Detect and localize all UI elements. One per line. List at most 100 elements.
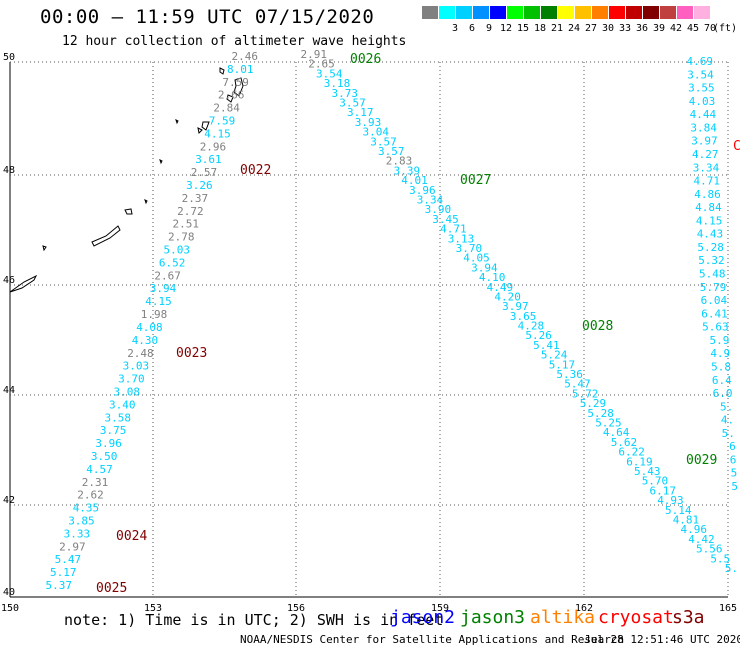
wave-height-label: 5 <box>731 467 738 480</box>
satellite-legend-item: cryosat <box>598 607 674 628</box>
wave-height-label: 4.71 <box>440 223 467 236</box>
wave-height-label: 4.15 <box>204 127 231 140</box>
wave-height-label: 3.50 <box>91 450 118 463</box>
color-scale-label: 45 <box>686 23 700 34</box>
island-outline <box>226 94 234 103</box>
wave-height-label: 3.96 <box>409 184 436 197</box>
color-swatch <box>558 6 574 19</box>
color-swatch <box>422 6 438 19</box>
color-swatch <box>473 6 489 19</box>
wave-height-label: 3.57 <box>339 97 366 110</box>
wave-height-label: 2.65 <box>308 58 335 71</box>
wave-height-label: 4.86 <box>694 188 721 201</box>
wave-height-label: 4.10 <box>479 271 506 284</box>
longitude-label: 150 <box>1 603 19 614</box>
wave-height-label: 5.26 <box>525 329 552 342</box>
pass-id-label: 0022 <box>240 163 271 178</box>
coastline <box>9 67 244 293</box>
wave-height-label: 4.84 <box>695 201 722 214</box>
wave-height-label: 4.64 <box>603 426 630 439</box>
wave-height-label: 5.8 <box>711 361 731 374</box>
wave-height-label: 4.96 <box>681 523 708 536</box>
wave-height-label: 2.78 <box>168 231 195 244</box>
wave-height-label: 5.79 <box>700 281 727 294</box>
wave-height-label: 3.97 <box>691 135 718 148</box>
axis-labels: 150 153 156 159 162 165 50 48 46 44 42 40 <box>1 52 737 614</box>
wave-height-label: 3.45 <box>432 213 459 226</box>
wave-height-label: 6.04 <box>701 294 728 307</box>
longitude-label: 153 <box>144 603 162 614</box>
wave-height-label: 5. <box>722 427 735 440</box>
wave-height-label: 3.34 <box>693 161 720 174</box>
wave-height-label: 3.17 <box>347 106 374 119</box>
wave-height-label: 7.59 <box>222 76 249 89</box>
wave-height-label: 3.57 <box>378 145 405 158</box>
wave-height-label: 3.75 <box>100 424 127 437</box>
wave-height-label: 6.4 <box>712 374 732 387</box>
island-outline <box>175 119 179 125</box>
wave-height-label: 3.04 <box>363 126 390 139</box>
wave-height-label: 3.13 <box>448 232 475 245</box>
wave-height-label: 4.08 <box>136 321 163 334</box>
wave-height-label: 3.55 <box>688 82 715 95</box>
color-scale-label: 33 <box>618 23 632 34</box>
graticule-grid <box>9 61 729 598</box>
wave-height-label: 3.93 <box>355 116 382 129</box>
generation-timestamp: Jul 28 12:51:46 UTC 2020 <box>584 633 740 646</box>
wave-height-label: 4.35 <box>73 502 100 515</box>
wave-height-label: 5.48 <box>699 268 726 281</box>
pass-id-label: 0024 <box>116 529 147 544</box>
wave-height-label: 3.70 <box>118 373 145 386</box>
wave-height-label: 5.5 <box>710 552 730 565</box>
pass-id-label: 0023 <box>176 346 207 361</box>
wave-height-label: 5.41 <box>533 339 560 352</box>
wave-height-label: 3.26 <box>186 179 213 192</box>
wave-height-label: 6 <box>730 453 737 466</box>
wave-height-label: 4.01 <box>401 174 428 187</box>
wave-height-label: 5. <box>725 562 738 575</box>
wave-height-label: 5.70 <box>642 475 669 488</box>
wave-height-label: 3.39 <box>394 164 421 177</box>
wave-height-label: 6.17 <box>650 484 677 497</box>
wave-height-label: 4.05 <box>463 252 490 265</box>
color-scale-label: 27 <box>584 23 598 34</box>
wave-height-label: 4.30 <box>132 334 159 347</box>
pass-id-label: 0026 <box>350 52 381 67</box>
color-swatch <box>439 6 455 19</box>
wave-height-label: 3.40 <box>109 398 136 411</box>
wave-height-label: 2.31 <box>82 476 109 489</box>
wave-height-label: 5.14 <box>665 504 692 517</box>
wave-height-label: 4.93 <box>657 494 684 507</box>
color-swatch <box>626 6 642 19</box>
color-scale-label: 36 <box>635 23 649 34</box>
color-swatch <box>660 6 676 19</box>
wave-height-label: 6.52 <box>159 256 186 269</box>
wave-height-label: 5.43 <box>634 465 661 478</box>
wave-height-label: 2.67 <box>154 269 181 282</box>
color-scale-label: 9 <box>485 23 493 34</box>
wave-height-label: 4.27 <box>692 148 719 161</box>
wave-height-label: 4.9 <box>710 347 730 360</box>
island-outline <box>219 67 225 75</box>
wave-height-label: 7.59 <box>209 115 236 128</box>
wave-height-label: 3.65 <box>510 310 537 323</box>
wave-height-label: 3.18 <box>324 77 351 90</box>
color-swatch <box>490 6 506 19</box>
wave-height-label: 2.83 <box>386 155 413 168</box>
wave-height-label: 5.47 <box>55 553 82 566</box>
wave-height-label: 5.17 <box>50 566 77 579</box>
island-outline <box>144 199 148 205</box>
wave-height-label: 3.58 <box>105 411 132 424</box>
wave-height-label: 3.85 <box>68 515 95 528</box>
wave-height-label: 3.03 <box>123 360 150 373</box>
color-scale-label: 42 <box>669 23 683 34</box>
wave-height-label: 5. <box>720 400 733 413</box>
wave-height-label: 4.20 <box>494 291 521 304</box>
wave-height-label: 5 <box>731 480 738 493</box>
wave-height-label: 2.91 <box>301 48 328 61</box>
color-swatch <box>575 6 591 19</box>
color-swatch <box>592 6 608 19</box>
color-swatch <box>456 6 472 19</box>
wave-height-label: 4.44 <box>690 108 717 121</box>
wave-height-label: 2.62 <box>77 489 104 502</box>
